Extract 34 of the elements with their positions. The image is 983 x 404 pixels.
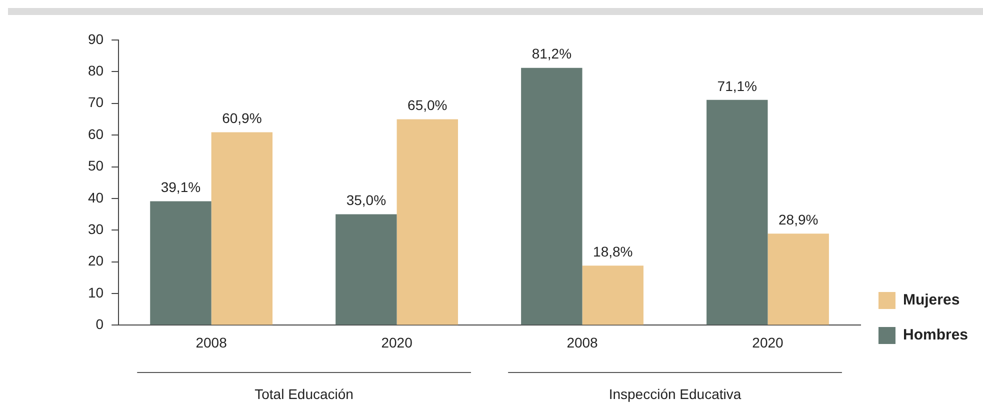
y-tick-label: 0 bbox=[96, 316, 104, 332]
y-tick-label: 80 bbox=[88, 62, 104, 79]
y-tick-label: 50 bbox=[88, 158, 104, 174]
text: Inspección Educativa bbox=[608, 386, 742, 402]
bar bbox=[521, 68, 582, 325]
y-tick-label: 40 bbox=[88, 189, 104, 206]
legend-label: Mujeres bbox=[902, 292, 960, 309]
data-label: 28,9% bbox=[778, 211, 818, 228]
bar bbox=[150, 201, 212, 325]
bar bbox=[336, 214, 397, 325]
data-label: 18,8% bbox=[593, 243, 633, 260]
data-label: 71,1% bbox=[717, 78, 757, 94]
y-tick-label: 90 bbox=[88, 30, 104, 47]
x-tick-label: 2008 bbox=[566, 334, 598, 350]
text: Total Educación bbox=[254, 386, 354, 402]
bar bbox=[582, 266, 644, 325]
y-tick-label: 60 bbox=[88, 126, 104, 142]
legend-label: Hombres bbox=[902, 326, 968, 344]
bar bbox=[396, 119, 458, 325]
x-tick-label: 2020 bbox=[381, 334, 413, 350]
x-tick-label: 2020 bbox=[752, 334, 784, 350]
y-tick-label: 20 bbox=[88, 252, 104, 269]
y-tick-label: 30 bbox=[88, 220, 104, 237]
bar bbox=[768, 234, 829, 325]
data-label: 65,0% bbox=[408, 97, 448, 114]
data-label: 60,9% bbox=[222, 110, 262, 126]
x-tick-label: 2008 bbox=[196, 334, 228, 350]
data-label: 39,1% bbox=[160, 179, 201, 196]
data-label: 81,2% bbox=[532, 46, 572, 62]
bar bbox=[706, 100, 768, 325]
data-label: 35,0% bbox=[346, 192, 386, 208]
bar bbox=[211, 132, 273, 325]
y-tick-label: 10 bbox=[88, 284, 104, 300]
y-tick-label: 70 bbox=[88, 94, 104, 110]
